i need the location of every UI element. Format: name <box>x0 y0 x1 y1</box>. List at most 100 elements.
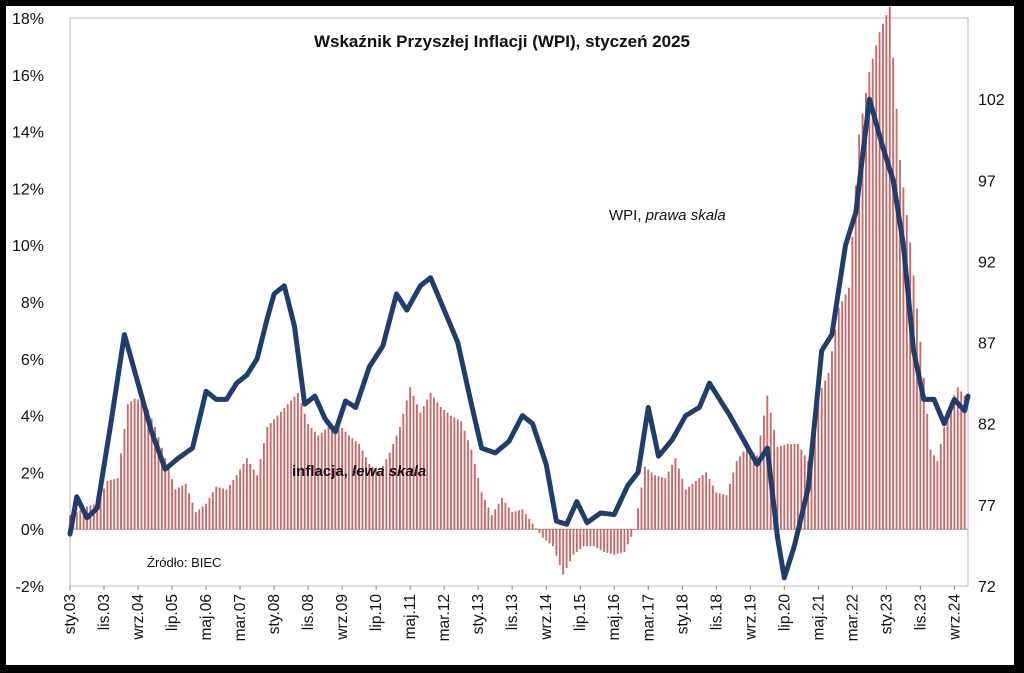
inflation-bar <box>293 396 296 530</box>
x-tick-label: wrz.14 <box>538 594 555 641</box>
inflation-bar <box>657 476 660 530</box>
inflation-bar <box>633 529 636 530</box>
inflation-bar <box>654 475 656 530</box>
inflation-bar <box>749 449 752 530</box>
x-tick-label: mar.12 <box>436 594 453 641</box>
left-tick-label: 2% <box>21 465 44 482</box>
inflation-bar <box>878 32 881 530</box>
inflation-bar <box>827 373 830 530</box>
inflation-bar <box>841 301 844 530</box>
inflation-bar <box>946 409 949 530</box>
inflation-bar <box>218 487 221 530</box>
inflation-bar <box>660 477 663 530</box>
left-tick-label: -2% <box>16 579 44 596</box>
inflation-bar <box>395 435 398 530</box>
inflation-bar <box>194 512 197 530</box>
x-tick-label: wrz.24 <box>946 594 963 641</box>
inflation-bar <box>273 419 276 530</box>
inflation-bar <box>300 403 303 530</box>
inflation-bar <box>174 489 177 530</box>
inflation-bar <box>92 504 95 530</box>
inflation-bar <box>868 71 871 530</box>
inflation-bar <box>776 446 779 530</box>
x-axis: sty.03 lis.03 wrz.04 lip.05 maj.06 mar.07 sty.… <box>62 586 963 641</box>
inflation-bar <box>939 444 942 530</box>
inflation-bar <box>371 466 374 530</box>
x-tick-label: lip.05 <box>164 594 181 631</box>
inflation-bar <box>555 529 558 556</box>
inflation-bar <box>365 457 367 530</box>
inflation-bar <box>320 432 323 530</box>
inflation-bar <box>640 487 643 530</box>
inflation-bar <box>912 275 915 530</box>
x-tick-label: maj.06 <box>198 594 215 641</box>
inflation-bar <box>691 483 694 530</box>
x-tick-label: sty.08 <box>266 594 283 634</box>
inflation-bar <box>732 472 735 530</box>
inflation-bar <box>133 398 136 530</box>
inflation-bar <box>99 496 102 530</box>
inflation-annotation-scale: lewa skala <box>352 463 426 480</box>
left-tick-label: 16% <box>12 68 44 85</box>
inflation-bar <box>899 160 901 530</box>
inflation-bar <box>330 426 333 530</box>
inflation-bar <box>892 57 895 530</box>
inflation-bar <box>211 492 214 530</box>
inflation-bar <box>436 402 439 530</box>
inflation-bar <box>848 287 850 530</box>
inflation-bar <box>75 512 78 530</box>
left-tick-label: 18% <box>12 11 44 28</box>
inflation-bar <box>674 458 677 530</box>
left-tick-label: 10% <box>12 238 44 255</box>
inflation-bar <box>582 529 585 547</box>
inflation-bar <box>950 402 952 530</box>
inflation-bar <box>895 108 898 530</box>
inflation-bar <box>535 528 537 530</box>
inflation-bar <box>409 387 412 530</box>
chart-title: Wskaźnik Przyszłej Inflacji (WPI), stycz… <box>314 32 690 51</box>
x-tick-label: lis.03 <box>96 594 113 630</box>
inflation-bar <box>715 492 718 530</box>
inflation-bar <box>235 475 238 530</box>
inflation-bar <box>745 446 748 530</box>
inflation-bar <box>528 518 531 530</box>
inflation-bar <box>113 479 116 530</box>
right-tick-label: 87 <box>978 336 996 353</box>
inflation-bar <box>79 510 82 530</box>
inflation-bar <box>303 413 306 530</box>
left-tick-label: 8% <box>21 295 44 312</box>
inflation-bar <box>337 424 340 530</box>
wpi-line-group <box>67 96 971 581</box>
inflation-bar <box>783 444 786 530</box>
right-tick-label: 82 <box>978 417 996 434</box>
inflation-bar <box>671 464 673 530</box>
inflation-bar <box>205 503 207 530</box>
inflation-bar <box>742 451 745 530</box>
left-axis: -2% 0% 2% 4% 6% 8% 10% 12% 14% 16% 18% <box>12 11 44 596</box>
inflation-bar <box>157 437 160 530</box>
inflation-bar <box>184 483 187 530</box>
inflation-bar <box>126 404 129 530</box>
inflation-bar <box>402 413 405 530</box>
inflation-bar <box>120 453 122 530</box>
inflation-bar <box>385 459 388 530</box>
inflation-bar <box>392 444 395 530</box>
inflation-bar <box>592 529 595 547</box>
inflation-bar <box>426 399 429 530</box>
inflation-bar <box>643 466 646 530</box>
x-tick-label: lis.18 <box>708 594 725 630</box>
wpi-annotation: WPI, prawa skala <box>609 207 726 224</box>
inflation-bar <box>137 399 139 530</box>
inflation-bar <box>310 427 313 530</box>
inflation-bar <box>467 440 469 530</box>
inflation-bar <box>405 400 408 530</box>
inflation-bar <box>279 411 282 530</box>
inflation-bar <box>837 307 840 530</box>
inflation-bar <box>664 478 667 530</box>
inflation-bar <box>606 529 609 553</box>
inflation-bar <box>684 489 687 530</box>
inflation-bar <box>616 529 619 554</box>
inflation-bar <box>171 479 173 530</box>
inflation-bar <box>728 483 731 530</box>
right-tick-label: 72 <box>978 579 996 596</box>
